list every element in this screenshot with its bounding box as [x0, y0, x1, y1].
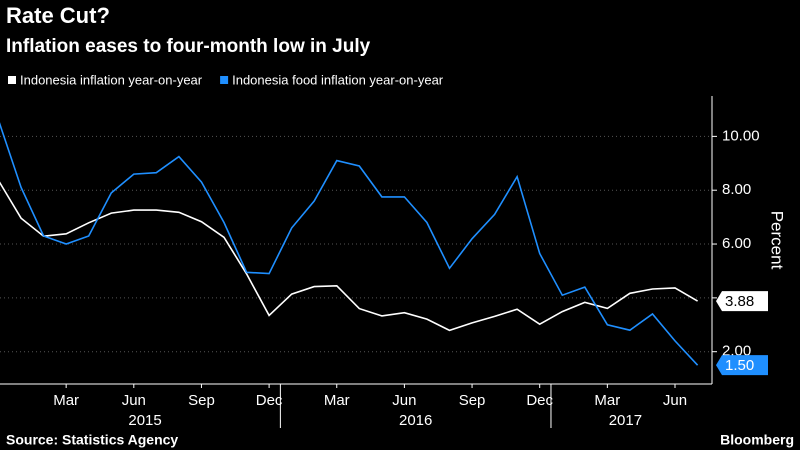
x-tick-label: Jun: [663, 392, 687, 409]
chart-title: Rate Cut?: [6, 3, 110, 28]
year-label: 2016: [399, 412, 432, 429]
series-line: [0, 122, 699, 366]
end-label: 1.50: [725, 357, 754, 374]
year-label: 2015: [128, 412, 161, 429]
legend-swatch: [220, 76, 229, 84]
chart-subtitle: Inflation eases to four-month low in Jul…: [6, 36, 371, 57]
legend-label: Indonesia inflation year-on-year: [20, 72, 203, 87]
series-line: [0, 181, 699, 332]
x-tick-label: Mar: [594, 392, 620, 409]
legend-label: Indonesia food inflation year-on-year: [232, 72, 444, 87]
y-axis-label: Percent: [768, 211, 787, 270]
end-label-box: [716, 355, 768, 376]
x-tick-label: Jun: [122, 392, 146, 409]
source: Source: Statistics Agency: [6, 432, 178, 448]
end-label: 3.88: [725, 293, 754, 310]
end-label-box: [716, 291, 768, 312]
y-tick-label: 6.00: [722, 235, 751, 252]
x-tick-label: Sep: [459, 392, 486, 409]
legend-swatch: [8, 76, 16, 84]
x-tick-label: Mar: [324, 392, 350, 409]
y-tick-label: 10.00: [722, 127, 760, 144]
y-tick-label: 8.00: [722, 181, 751, 198]
x-tick-label: Dec: [526, 392, 553, 409]
year-label: 2017: [609, 412, 642, 429]
x-tick-label: Dec: [256, 392, 283, 409]
x-tick-label: Jun: [392, 392, 416, 409]
x-tick-label: Mar: [53, 392, 79, 409]
brand: Bloomberg: [720, 432, 794, 448]
x-tick-label: Sep: [188, 392, 215, 409]
